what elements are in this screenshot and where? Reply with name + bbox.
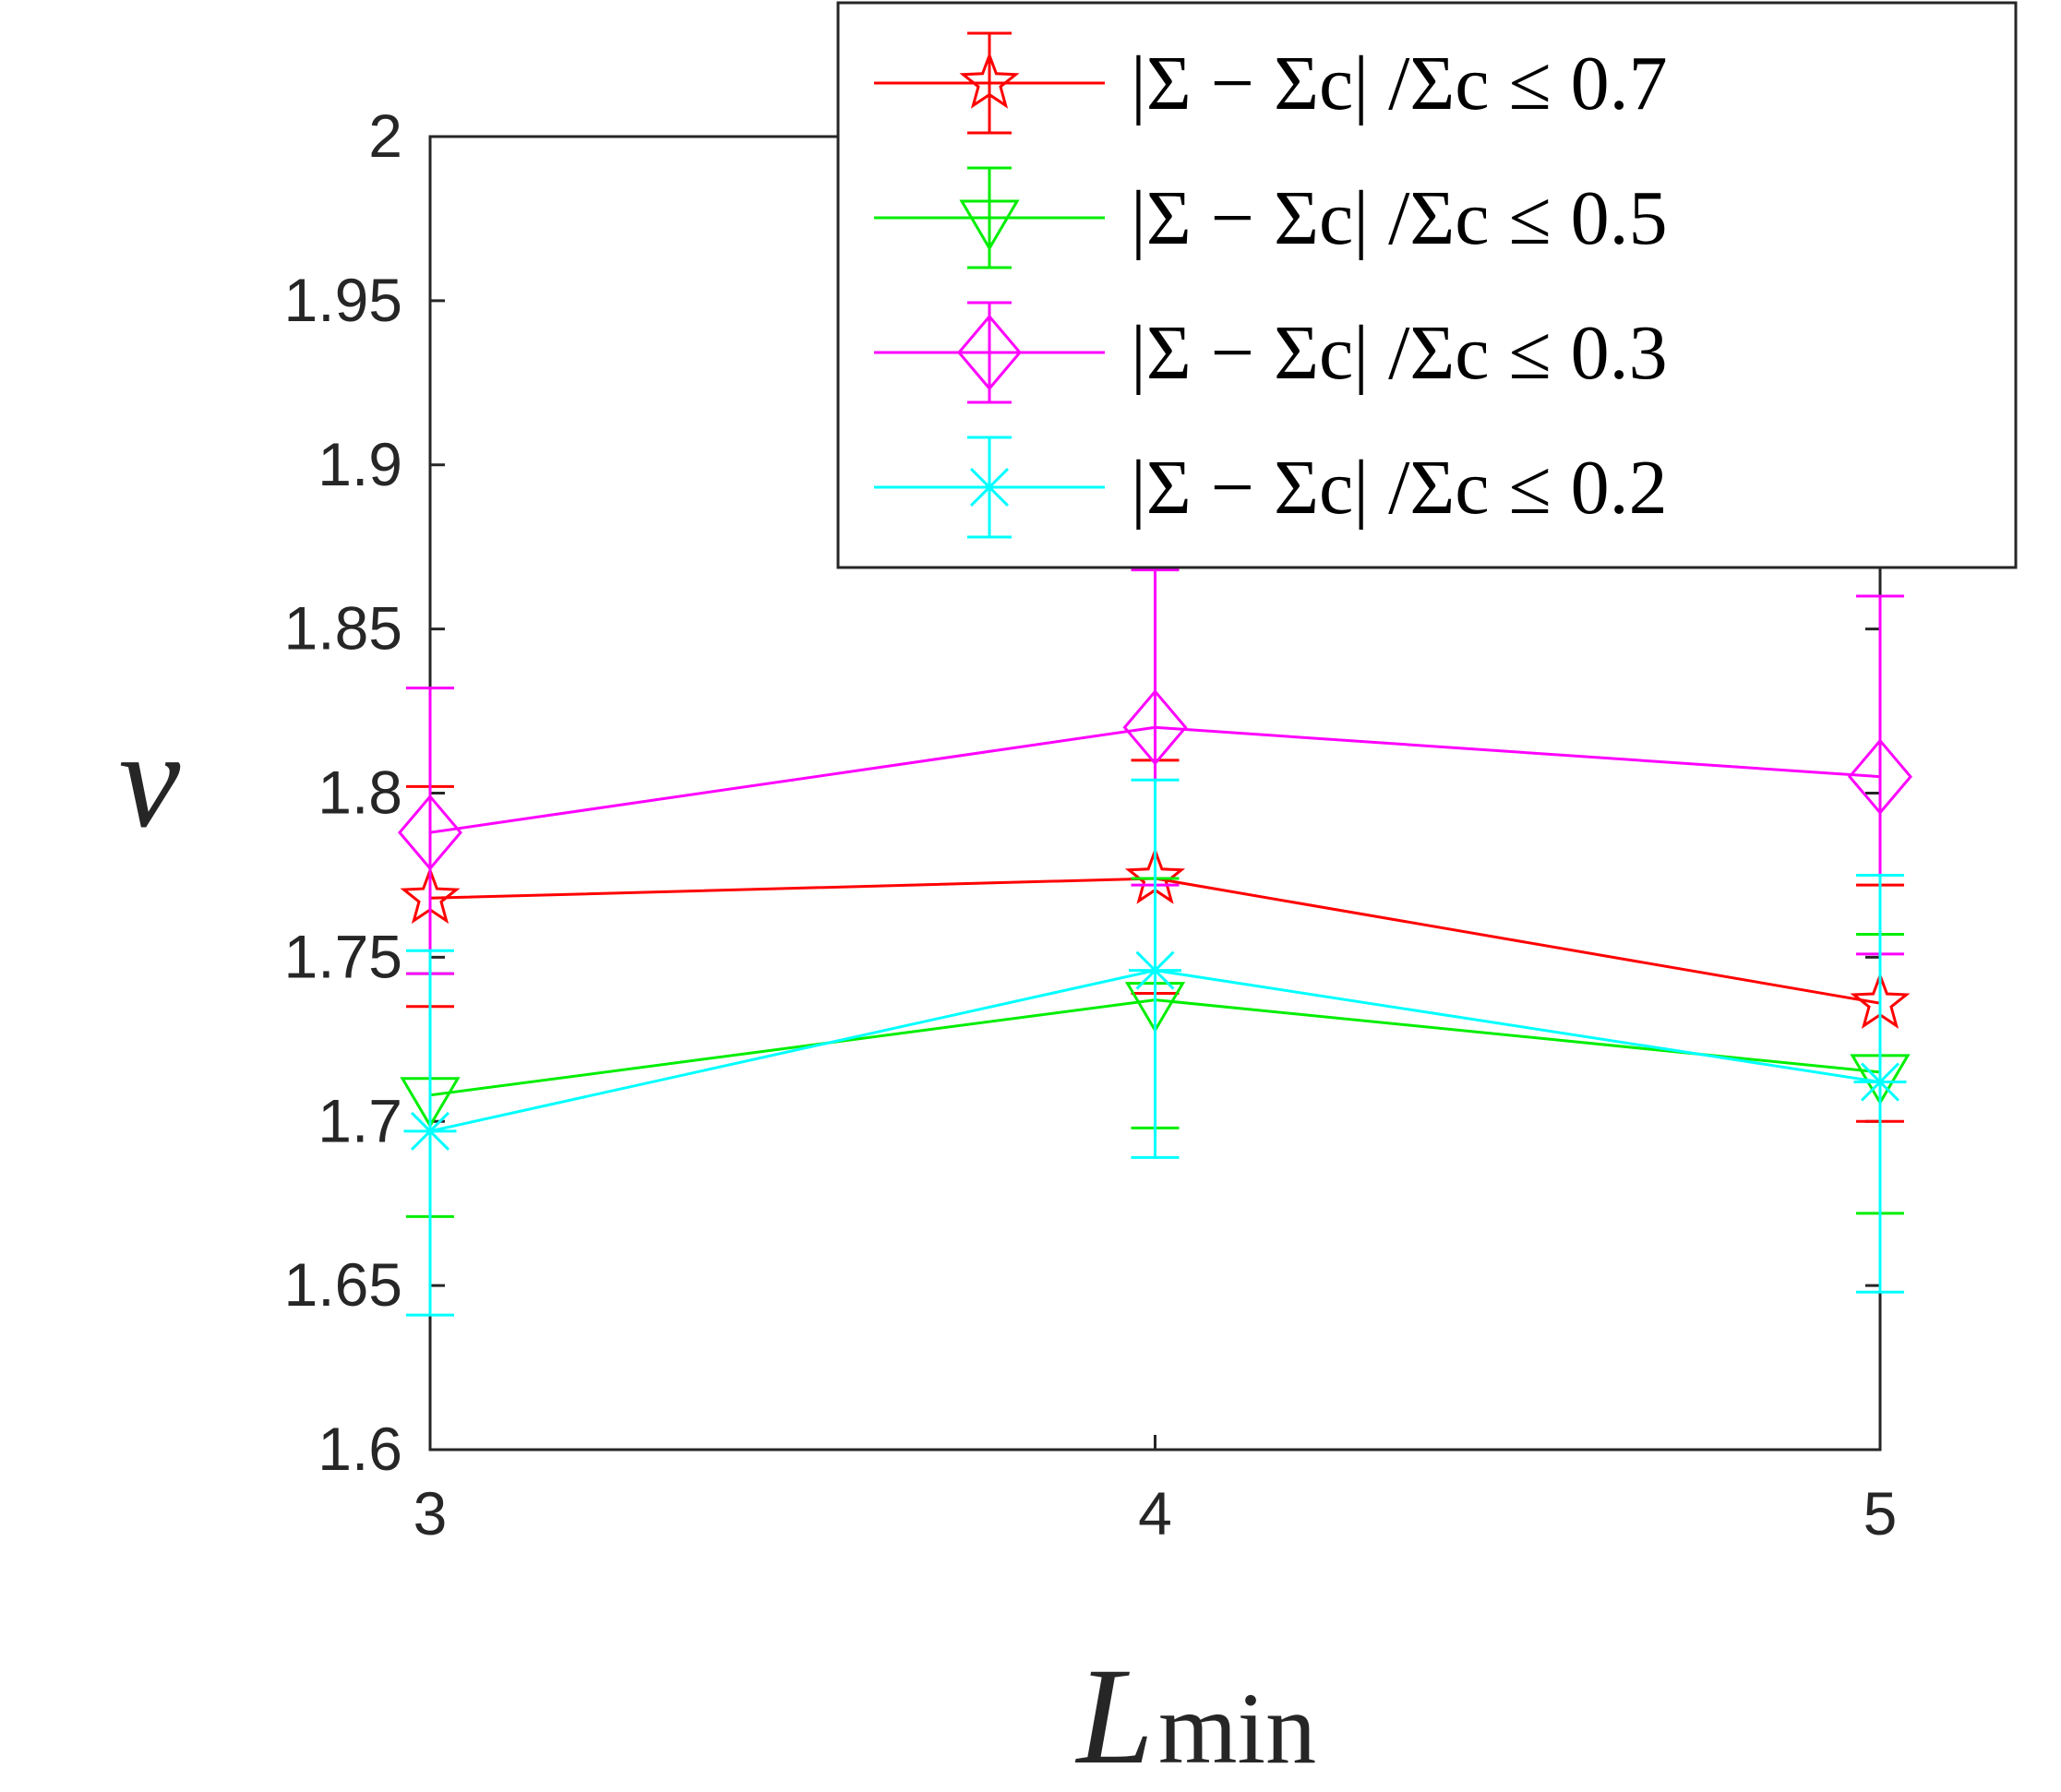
y-tick-label: 1.75 [284, 922, 402, 990]
data-point-marker [1122, 688, 1188, 766]
legend-label: |Σ − Σc| /Σc ≤ 0.5 [1131, 175, 1668, 261]
legend-item: |Σ − Σc| /Σc ≤ 0.2 [874, 436, 1668, 539]
series-3 [403, 778, 1907, 1317]
x-axis-title: L [1075, 1640, 1154, 1792]
y-tick-label: 1.9 [318, 430, 402, 498]
legend-marker [957, 314, 1022, 391]
y-tick-label: 1.85 [284, 594, 402, 663]
legend-label: |Σ − Σc| /Σc ≤ 0.2 [1131, 445, 1668, 531]
x-tick-label: 4 [1138, 1479, 1172, 1547]
legend-item: |Σ − Σc| /Σc ≤ 0.7 [874, 31, 1668, 135]
y-tick-label: 1.8 [318, 759, 402, 827]
marker-stroke [969, 467, 1010, 508]
data-point-marker [403, 1111, 457, 1151]
legend-label: |Σ − Σc| /Σc ≤ 0.3 [1131, 310, 1668, 396]
legend-marker [963, 467, 1016, 508]
legend-item: |Σ − Σc| /Σc ≤ 0.5 [874, 166, 1668, 269]
data-point-marker [1853, 1062, 1907, 1102]
y-axis-title: ν [119, 703, 181, 856]
legend-marker [959, 199, 1020, 251]
legend-marker [959, 51, 1020, 109]
data-point-marker [1848, 738, 1912, 816]
legend-label: |Σ − Σc| /Σc ≤ 0.7 [1131, 41, 1668, 126]
x-tick-label: 5 [1863, 1479, 1898, 1547]
legend: |Σ − Σc| /Σc ≤ 0.7 |Σ − Σc| /Σc ≤ 0.5 |Σ −… [836, 1, 2018, 569]
y-axis-ticks: 1.6 1.65 1.7 1.75 1.8 1.85 1.9 1.95 2 [284, 102, 1880, 1483]
legend-box [836, 1, 2018, 569]
data-point-marker [398, 794, 462, 871]
y-tick-label: 1.7 [318, 1086, 402, 1154]
marker-stroke [410, 1111, 450, 1151]
y-tick-label: 1.6 [318, 1415, 402, 1483]
x-axis-ticks: 3 4 5 [413, 137, 1898, 1547]
y-tick-label: 2 [368, 102, 402, 170]
series-layer [398, 568, 1912, 1317]
x-tick-label: 3 [413, 1479, 448, 1547]
marker-stroke [1135, 950, 1175, 990]
data-point-marker [1129, 950, 1181, 990]
marker-stroke [1860, 1062, 1900, 1102]
legend-item: |Σ − Σc| /Σc ≤ 0.3 [874, 301, 1668, 404]
x-axis-title-subscript: min [1158, 1672, 1316, 1785]
y-tick-label: 1.95 [284, 266, 402, 334]
y-tick-label: 1.65 [284, 1250, 402, 1319]
